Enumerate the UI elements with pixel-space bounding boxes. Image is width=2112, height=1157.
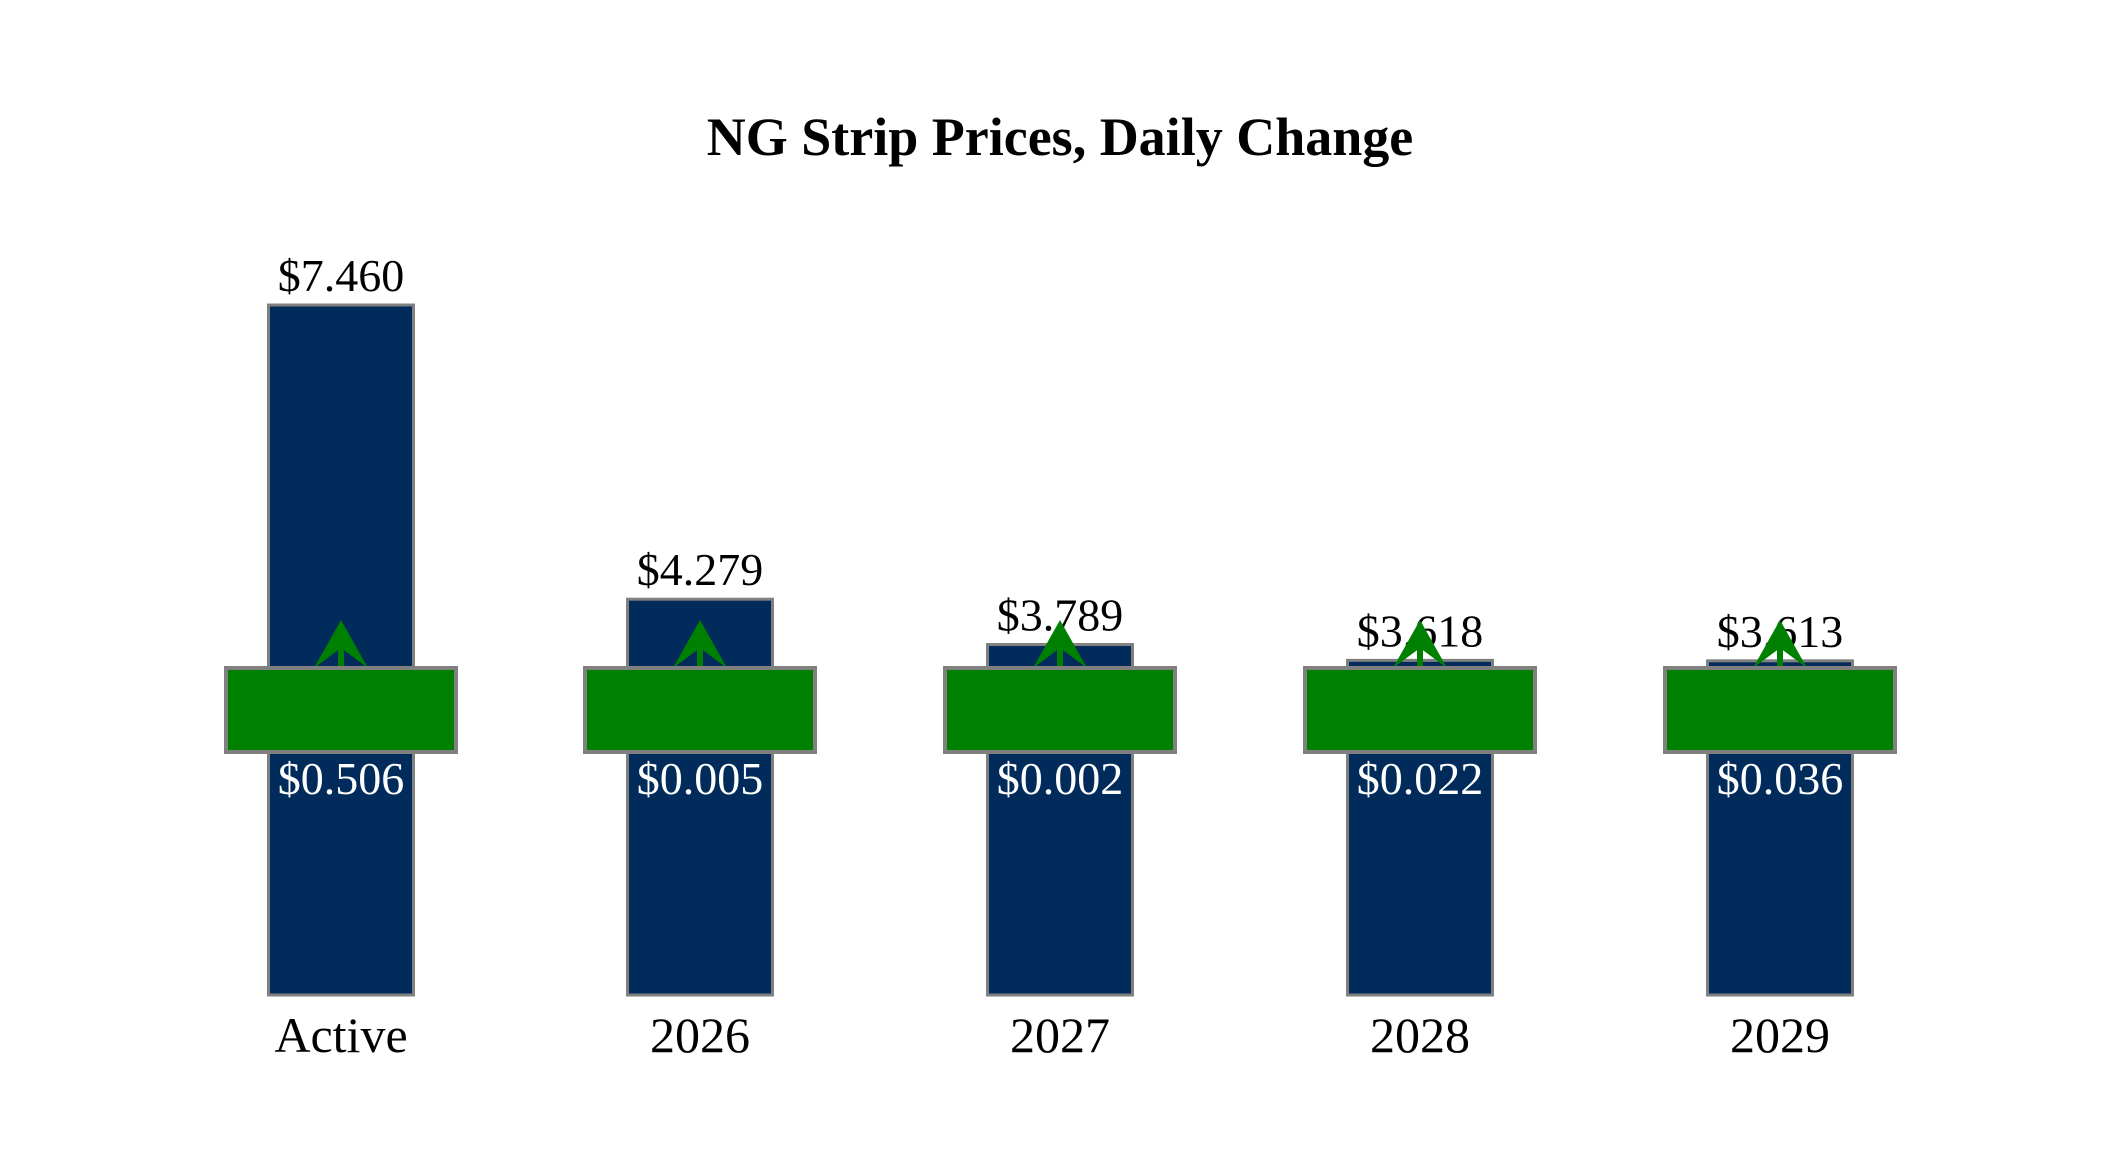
change-box bbox=[1303, 666, 1537, 754]
arrow-up-icon bbox=[314, 620, 368, 668]
category-label: 2027 bbox=[1010, 1007, 1110, 1063]
change-box bbox=[1663, 666, 1897, 754]
change-box bbox=[583, 666, 817, 754]
bar bbox=[626, 597, 774, 997]
arrow-up-icon bbox=[673, 620, 727, 668]
chart-title: NG Strip Prices, Daily Change bbox=[707, 107, 1413, 167]
category-label: 2026 bbox=[650, 1007, 750, 1063]
category-label: Active bbox=[274, 1007, 407, 1063]
arrow-up-icon bbox=[1393, 620, 1447, 668]
change-label: $0.036 bbox=[1717, 753, 1844, 804]
change-box bbox=[224, 666, 458, 754]
arrow-up-icon bbox=[1033, 620, 1087, 668]
value-label: $4.279 bbox=[637, 544, 764, 595]
change-label: $0.022 bbox=[1357, 753, 1484, 804]
change-label: $0.506 bbox=[278, 753, 405, 804]
change-box bbox=[943, 666, 1177, 754]
arrow-up-icon bbox=[1753, 620, 1807, 668]
change-label: $0.005 bbox=[637, 753, 764, 804]
category-label: 2029 bbox=[1730, 1007, 1830, 1063]
category-label: 2028 bbox=[1370, 1007, 1470, 1063]
change-label: $0.002 bbox=[997, 753, 1124, 804]
value-label: $7.460 bbox=[278, 250, 405, 301]
